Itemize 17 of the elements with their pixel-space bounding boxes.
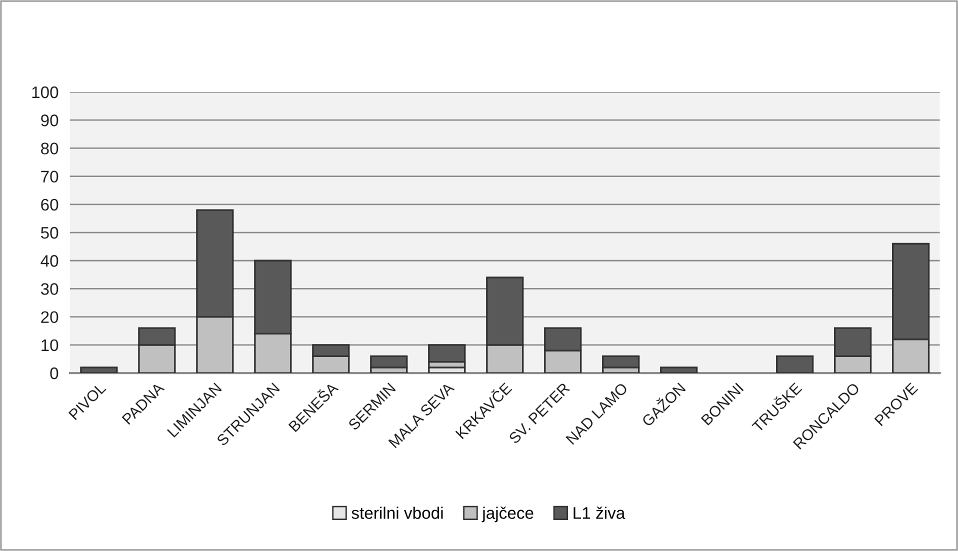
y-tick-label: 100: [32, 86, 58, 98]
bar: [776, 355, 814, 374]
legend-label: L1 živa: [574, 506, 626, 519]
y-tick-label: 0: [50, 367, 58, 380]
y-tick-label: 80: [41, 142, 58, 154]
y-tick-label: 70: [41, 170, 58, 183]
bar: [660, 366, 698, 374]
y-tick-label: 50: [40, 226, 58, 239]
y-tick-label: 10: [42, 339, 58, 352]
y-tick-label: 20: [41, 311, 58, 324]
y-tick-label: 60: [41, 198, 58, 211]
legend-label: sterilni vbodi: [352, 506, 443, 519]
legend-label: jajčece: [482, 506, 534, 522]
bar: [80, 366, 118, 374]
y-tick-label: 30: [40, 283, 58, 295]
y-tick-label: 40: [40, 255, 58, 267]
y-tick-label: 90: [41, 114, 58, 126]
